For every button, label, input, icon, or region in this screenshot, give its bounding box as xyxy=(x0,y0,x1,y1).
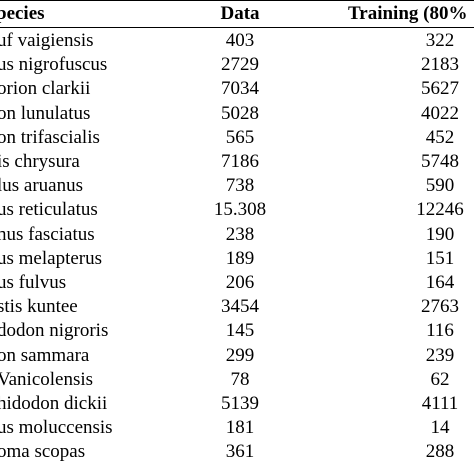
data-cell: 403 xyxy=(225,30,255,51)
table-row: on lunulatus 5028 4022 xyxy=(0,102,474,126)
table-row: on trifascialis 565 452 xyxy=(0,126,474,150)
data-cell: 145 xyxy=(225,320,255,342)
header-species: pecies xyxy=(0,3,45,24)
table-row: us fulvus 206 164 xyxy=(0,271,474,295)
species-cell: on lunulatus xyxy=(0,102,91,124)
training-cell: 5748 xyxy=(421,151,459,172)
training-cell: 2183 xyxy=(421,54,459,76)
species-cell: nus fasciatus xyxy=(0,223,95,245)
training-cell: 14 xyxy=(430,417,450,439)
training-cell: 452 xyxy=(425,126,455,148)
table-row: us reticulatus 15.308 12246 xyxy=(0,198,474,222)
species-cell: uf vaigiensis xyxy=(0,30,94,51)
data-cell: 565 xyxy=(225,126,255,148)
species-cell: us nigrofuscus xyxy=(0,54,108,76)
species-cell: is chrysura xyxy=(0,151,80,172)
training-cell: 151 xyxy=(425,247,455,269)
table-top-rule xyxy=(0,0,474,1)
table-row: us melapterus 189 151 xyxy=(0,247,474,271)
data-cell: 7186 xyxy=(221,151,259,172)
table-row: dodon nigroris 145 116 xyxy=(0,319,474,343)
table-row: is chrysura 7186 5748 xyxy=(0,150,474,174)
data-cell: 7034 xyxy=(221,78,259,100)
training-cell: 62 xyxy=(430,368,450,390)
table-header-row: pecies Data Training (80% xyxy=(0,2,474,26)
table-row: on sammara 299 239 xyxy=(0,344,474,368)
training-cell: 288 xyxy=(425,441,455,463)
data-cell: 5139 xyxy=(221,393,259,414)
species-cell: us melapterus xyxy=(0,247,103,269)
header-data: Data xyxy=(220,3,260,24)
data-cell: 738 xyxy=(225,175,255,197)
training-cell: 4111 xyxy=(421,393,459,414)
species-cell: on sammara xyxy=(0,344,90,366)
data-cell: 2729 xyxy=(221,54,259,76)
training-cell: 2763 xyxy=(421,296,459,318)
species-cell: hidodon dickii xyxy=(0,393,108,414)
training-cell: 190 xyxy=(425,223,455,245)
species-cell: on trifascialis xyxy=(0,126,100,148)
species-cell: stis kuntee xyxy=(0,296,78,318)
table-row: stis kuntee 3454 2763 xyxy=(0,295,474,319)
table-row: lus aruanus 738 590 xyxy=(0,174,474,198)
data-cell: 206 xyxy=(225,272,255,293)
data-cell: 78 xyxy=(230,368,250,390)
training-cell: 322 xyxy=(425,30,455,51)
species-cell: dodon nigroris xyxy=(0,320,109,342)
species-cell: lus aruanus xyxy=(0,175,84,197)
data-cell: 3454 xyxy=(221,296,259,318)
species-cell: us reticulatus xyxy=(0,199,98,221)
table-row: Vanicolensis 78 62 xyxy=(0,368,474,392)
training-cell: 5627 xyxy=(421,78,459,100)
training-cell: 239 xyxy=(425,344,455,366)
training-cell: 4022 xyxy=(421,102,459,124)
data-cell: 299 xyxy=(225,344,255,366)
table-row: orion clarkii 7034 5627 xyxy=(0,77,474,101)
table-row: us moluccensis 181 14 xyxy=(0,416,474,440)
training-cell: 116 xyxy=(426,320,454,342)
training-cell: 164 xyxy=(425,272,455,293)
table-row: hidodon dickii 5139 4111 xyxy=(0,392,474,416)
table-header-rule xyxy=(0,27,474,28)
species-cell: orion clarkii xyxy=(0,78,91,100)
data-cell: 181 xyxy=(225,417,255,439)
species-cell: us fulvus xyxy=(0,272,67,293)
species-cell: us moluccensis xyxy=(0,417,113,439)
data-cell: 189 xyxy=(225,247,255,269)
table-row: nus fasciatus 238 190 xyxy=(0,223,474,247)
table-row: us nigrofuscus 2729 2183 xyxy=(0,53,474,77)
data-cell: 15.308 xyxy=(213,199,267,221)
data-cell: 361 xyxy=(225,441,255,463)
data-cell: 5028 xyxy=(221,102,259,124)
table-row: uf vaigiensis 403 322 xyxy=(0,29,474,53)
data-cell: 238 xyxy=(225,223,255,245)
species-cell: oma scopas xyxy=(0,441,86,463)
table-row: oma scopas 361 288 xyxy=(0,440,474,464)
training-cell: 12246 xyxy=(416,199,464,221)
species-cell: Vanicolensis xyxy=(0,368,94,390)
training-cell: 590 xyxy=(425,175,455,197)
header-training: Training (80% xyxy=(348,3,468,24)
